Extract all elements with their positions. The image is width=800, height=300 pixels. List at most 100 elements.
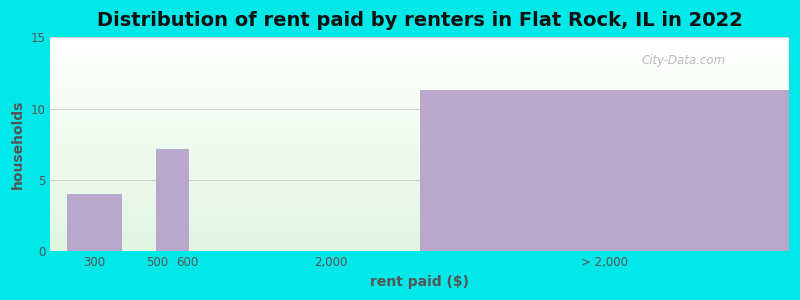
Bar (50, 137, 789, 138)
Bar (50, 115, 789, 116)
Bar (50, 102, 789, 103)
Bar (50, 197, 789, 198)
Bar (50, 98, 789, 99)
Bar (50, 201, 789, 202)
Bar (50, 241, 789, 242)
Bar (50, 161, 789, 162)
Bar (50, 124, 789, 125)
Bar (50, 182, 789, 183)
Bar (50, 146, 789, 147)
Bar (50, 75, 789, 76)
Bar (50, 120, 789, 121)
Bar (50, 89, 789, 90)
Bar (50, 128, 789, 129)
Bar (50, 169, 789, 170)
Bar (50, 236, 789, 237)
Bar (50, 141, 789, 142)
Bar (50, 52, 789, 53)
Bar (50, 57, 789, 58)
Bar (50, 62, 789, 63)
Bar (50, 78, 789, 79)
Bar (50, 178, 789, 179)
Bar (50, 47, 789, 48)
Text: City-Data.com: City-Data.com (641, 54, 726, 68)
Bar (50, 152, 789, 153)
Bar (50, 123, 789, 124)
Bar (50, 158, 789, 159)
Bar (50, 53, 789, 54)
Bar (50, 250, 789, 251)
Bar (67, 194, 122, 251)
Bar (50, 81, 789, 82)
Bar (50, 187, 789, 188)
Bar (50, 129, 789, 130)
Bar (50, 111, 789, 112)
Bar (50, 117, 789, 118)
Bar (50, 244, 789, 245)
Bar (50, 190, 789, 191)
Bar (50, 163, 789, 164)
Bar (50, 147, 789, 148)
Bar (50, 69, 789, 70)
Bar (50, 80, 789, 81)
Bar (50, 149, 789, 150)
Bar (50, 145, 789, 146)
Bar (50, 191, 789, 192)
Bar (50, 185, 789, 186)
Bar (50, 171, 789, 172)
Bar (50, 216, 789, 217)
Bar (50, 184, 789, 185)
Bar (50, 43, 789, 44)
Bar (50, 67, 789, 68)
Bar (50, 107, 789, 108)
Bar (50, 164, 789, 165)
Bar (50, 45, 789, 46)
Bar (50, 46, 789, 47)
Bar (50, 246, 789, 247)
Bar (50, 242, 789, 243)
Bar (50, 156, 789, 157)
Bar (50, 200, 789, 201)
Bar (50, 170, 789, 171)
Bar (50, 150, 789, 151)
Bar (50, 49, 789, 50)
Bar (50, 162, 789, 163)
Bar (50, 64, 789, 65)
Bar (50, 240, 789, 241)
Bar (50, 227, 789, 228)
Bar (50, 71, 789, 72)
Bar (50, 208, 789, 209)
Bar (50, 195, 789, 196)
Bar (50, 233, 789, 234)
Bar (50, 196, 789, 197)
Bar (50, 212, 789, 213)
Bar (50, 110, 789, 111)
Bar (50, 143, 789, 144)
Bar (50, 68, 789, 69)
Bar (50, 180, 789, 181)
Bar (50, 130, 789, 131)
Bar (50, 139, 789, 140)
Bar (50, 94, 789, 95)
Bar (50, 38, 789, 39)
Bar (50, 235, 789, 236)
Bar (50, 172, 789, 173)
Bar (50, 55, 789, 56)
Bar (50, 138, 789, 139)
Bar (50, 125, 789, 126)
Bar (50, 118, 789, 119)
Bar (50, 192, 789, 193)
Bar (50, 140, 789, 141)
Bar (50, 167, 789, 168)
Bar (50, 202, 789, 203)
Bar (50, 66, 789, 67)
Bar (50, 175, 789, 176)
Title: Distribution of rent paid by renters in Flat Rock, IL in 2022: Distribution of rent paid by renters in … (97, 11, 742, 30)
Bar (50, 204, 789, 205)
Bar (50, 203, 789, 204)
Bar (50, 173, 789, 174)
Bar (50, 74, 789, 75)
Bar (50, 39, 789, 40)
Bar (50, 131, 789, 132)
Bar (50, 95, 789, 96)
